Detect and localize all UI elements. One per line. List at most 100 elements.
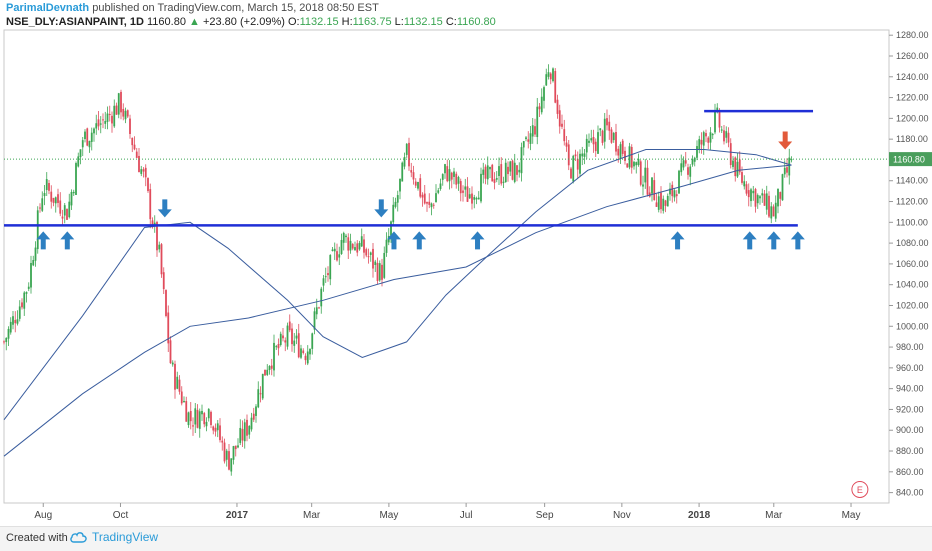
candle-body <box>594 141 597 152</box>
candle-body <box>304 355 307 361</box>
up-arrow-icon <box>742 231 757 250</box>
candle-body <box>133 144 136 150</box>
candle-body <box>95 123 98 129</box>
candle-body <box>707 137 710 143</box>
close-value: 1160.80 <box>456 16 496 28</box>
candle-body <box>450 172 453 180</box>
candle-body <box>36 210 39 250</box>
y-tick-label: 1000.00 <box>896 321 929 331</box>
y-tick-label: 880.00 <box>896 446 924 456</box>
candle-body <box>360 236 363 247</box>
candle-body <box>414 181 417 186</box>
candle-body <box>786 167 788 173</box>
candle-body <box>381 264 383 280</box>
candle-body <box>176 376 179 389</box>
candle-body <box>502 181 505 183</box>
candle-body <box>327 273 329 276</box>
candle-body <box>556 99 559 114</box>
candle-body <box>572 155 575 182</box>
candle-body <box>363 239 365 253</box>
candle-body <box>212 426 215 431</box>
x-tick-label: May <box>379 510 398 521</box>
candle-body <box>567 144 570 166</box>
tradingview-label: TradingView <box>92 530 159 544</box>
candle-body <box>318 307 320 309</box>
candle-body <box>239 427 242 443</box>
candle-body <box>648 192 651 197</box>
candle-body <box>32 260 35 266</box>
candle-body <box>259 393 262 395</box>
y-tick-label: 1060.00 <box>896 259 929 269</box>
candle-body <box>696 146 698 158</box>
candle-body <box>682 160 685 168</box>
candle-body <box>367 256 370 258</box>
symbol: NSE_DLY:ASIANPAINT, 1D <box>6 16 144 28</box>
candle-body <box>324 276 327 278</box>
candle-body <box>329 255 332 280</box>
candle-body <box>126 110 129 117</box>
candle-body <box>309 349 311 355</box>
candle-body <box>365 249 368 256</box>
candle-body <box>185 401 188 422</box>
candle-body <box>592 136 595 145</box>
candle-body <box>500 164 503 184</box>
candle-body <box>536 106 539 138</box>
candle-body <box>336 251 338 261</box>
price-chart[interactable]: 1280.00 1260.00 1240.00 1220.00 1200.00 1180.… <box>0 0 932 526</box>
candle-body <box>147 178 149 191</box>
x-tick-label: Oct <box>113 510 129 521</box>
candle-body <box>574 154 577 157</box>
candle-body <box>543 87 545 101</box>
candle-body <box>693 157 696 162</box>
candle-body <box>612 132 615 141</box>
candle-body <box>630 146 633 168</box>
x-tick-label: Aug <box>34 510 52 521</box>
candle-body <box>75 163 77 195</box>
candle-body <box>57 194 59 203</box>
tradingview-brand[interactable]: TradingView <box>70 530 158 544</box>
candle-body <box>781 174 784 201</box>
candle-body <box>599 128 602 131</box>
y-tick-label: 920.00 <box>896 404 924 414</box>
open-label: O: <box>287 16 300 28</box>
candle-body <box>491 164 494 182</box>
candle-body <box>286 325 289 347</box>
candle-body <box>178 379 181 392</box>
candle-body <box>84 131 86 139</box>
candle-body <box>342 232 345 243</box>
candle-body <box>63 205 66 216</box>
candle-body <box>660 192 662 210</box>
published-text: published on TradingView.com, March 15, … <box>92 2 379 14</box>
author-name[interactable]: ParimalDevnath <box>6 2 90 14</box>
candle-body <box>729 143 732 165</box>
candle-body <box>509 161 512 172</box>
y-tick-label: 1080.00 <box>896 238 929 248</box>
support-bounce-arrow <box>790 231 805 250</box>
candle-body <box>770 206 773 219</box>
earnings-event-icon <box>851 480 869 498</box>
candle-body <box>529 133 532 144</box>
candle-body <box>419 178 422 197</box>
candle-body <box>554 71 557 103</box>
candle-body <box>761 193 764 196</box>
candle-body <box>306 351 309 364</box>
candle-body <box>354 247 356 251</box>
candle-body <box>295 335 298 339</box>
moving-average-long <box>3 164 792 457</box>
y-tick-label: 1220.00 <box>896 93 929 103</box>
candle-body <box>156 221 158 251</box>
candle-body <box>174 363 176 390</box>
candle-body <box>437 190 440 193</box>
up-arrow-icon <box>60 231 75 250</box>
candle-body <box>615 132 617 152</box>
candle-body <box>345 235 347 238</box>
x-tick-label: Nov <box>613 510 631 521</box>
candle-body <box>516 165 518 175</box>
candle-body <box>772 206 775 217</box>
candle-body <box>399 178 401 192</box>
candle-body <box>718 110 721 128</box>
candle-body <box>180 391 183 404</box>
candle-body <box>417 182 419 189</box>
candle-body <box>234 445 237 450</box>
candle-body <box>423 193 426 204</box>
